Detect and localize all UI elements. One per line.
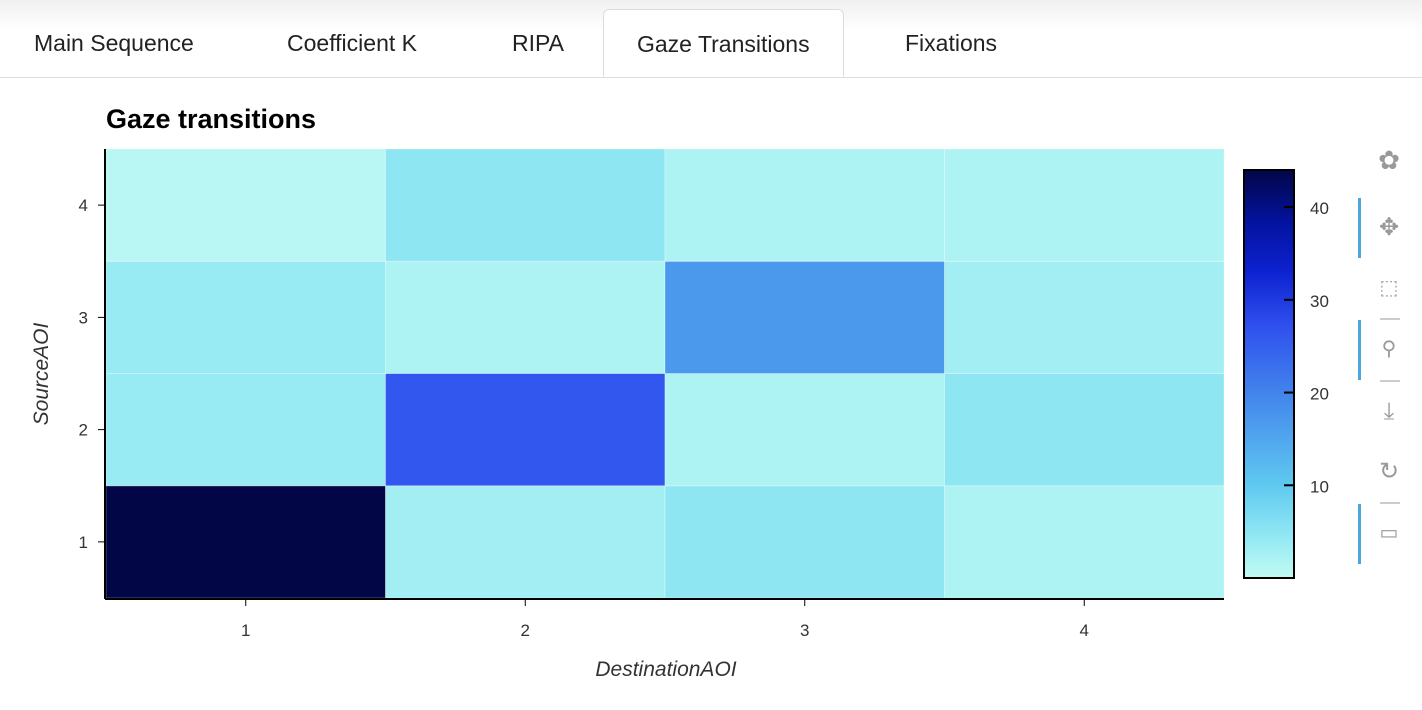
x-tick-label: 2 xyxy=(521,621,530,640)
heatmap-cell-3-1[interactable] xyxy=(105,260,386,374)
tab-gaze-transitions[interactable]: Gaze Transitions xyxy=(603,9,844,77)
heatmap-cell-2-1[interactable] xyxy=(105,373,386,487)
heatmap-cell-1-3[interactable] xyxy=(664,485,945,599)
reset-icon[interactable]: ↻ xyxy=(1378,458,1400,485)
colorbar-tick-label: 30 xyxy=(1310,292,1329,311)
separator xyxy=(1380,380,1400,382)
heatmap-cell-2-4[interactable] xyxy=(944,373,1225,487)
pan-icon[interactable]: ✥ xyxy=(1378,214,1400,241)
active-indicator xyxy=(1358,198,1361,258)
separator xyxy=(1380,502,1400,504)
heatmap-cell-3-4[interactable] xyxy=(944,260,1225,374)
y-axis-label: SourceAOI xyxy=(30,322,53,425)
x-tick-label: 1 xyxy=(241,621,250,640)
tab-coefficient-k[interactable]: Coefficient K xyxy=(287,30,417,56)
bokeh-logo-icon[interactable]: ✿ xyxy=(1378,145,1400,175)
x-tick-label: 3 xyxy=(800,621,809,640)
tab-bar: Main Sequence Coefficient K RIPA Gaze Tr… xyxy=(0,0,1422,78)
hover-icon[interactable]: ▭ xyxy=(1379,522,1399,544)
heatmap-cell-2-3[interactable] xyxy=(664,373,945,487)
active-indicator xyxy=(1358,504,1361,564)
tab-ripa[interactable]: RIPA xyxy=(512,30,564,56)
colorbar xyxy=(1243,169,1295,579)
y-tick-label: 1 xyxy=(79,533,88,552)
heatmap-cell-4-2[interactable] xyxy=(385,148,666,262)
y-tick-label: 3 xyxy=(79,308,88,327)
heatmap-cell-1-1[interactable] xyxy=(105,485,386,599)
colorbar-tick-label: 10 xyxy=(1310,477,1329,496)
heatmap-cell-1-2[interactable] xyxy=(385,485,666,599)
save-icon[interactable]: ⤓ xyxy=(1383,398,1395,425)
colorbar-tick-label: 40 xyxy=(1310,199,1329,218)
chart-title: Gaze transitions xyxy=(106,104,317,134)
tab-fixations[interactable]: Fixations xyxy=(905,30,998,56)
heatmap-cell-3-2[interactable] xyxy=(385,260,666,374)
heatmap-cell-2-2[interactable] xyxy=(385,373,666,487)
x-tick-label: 4 xyxy=(1080,621,1089,640)
y-tick-label: 2 xyxy=(79,421,88,440)
active-indicator xyxy=(1358,320,1361,380)
y-tick-label: 4 xyxy=(79,196,88,215)
heatmap-cell-1-4[interactable] xyxy=(944,485,1225,599)
box-zoom-icon[interactable]: ⬚ xyxy=(1379,277,1399,299)
heatmap-cell-4-4[interactable] xyxy=(944,148,1225,262)
heatmap-cell-4-3[interactable] xyxy=(664,148,945,262)
heatmap-cell-3-3[interactable] xyxy=(664,260,945,374)
tab-main-sequence[interactable]: Main Sequence xyxy=(34,30,194,56)
x-axis-label: DestinationAOI xyxy=(595,658,736,681)
wheel-zoom-icon[interactable]: ⚲ xyxy=(1381,338,1397,360)
colorbar-tick-label: 20 xyxy=(1310,385,1329,404)
separator xyxy=(1380,318,1400,320)
heatmap-cell-4-1[interactable] xyxy=(105,148,386,262)
